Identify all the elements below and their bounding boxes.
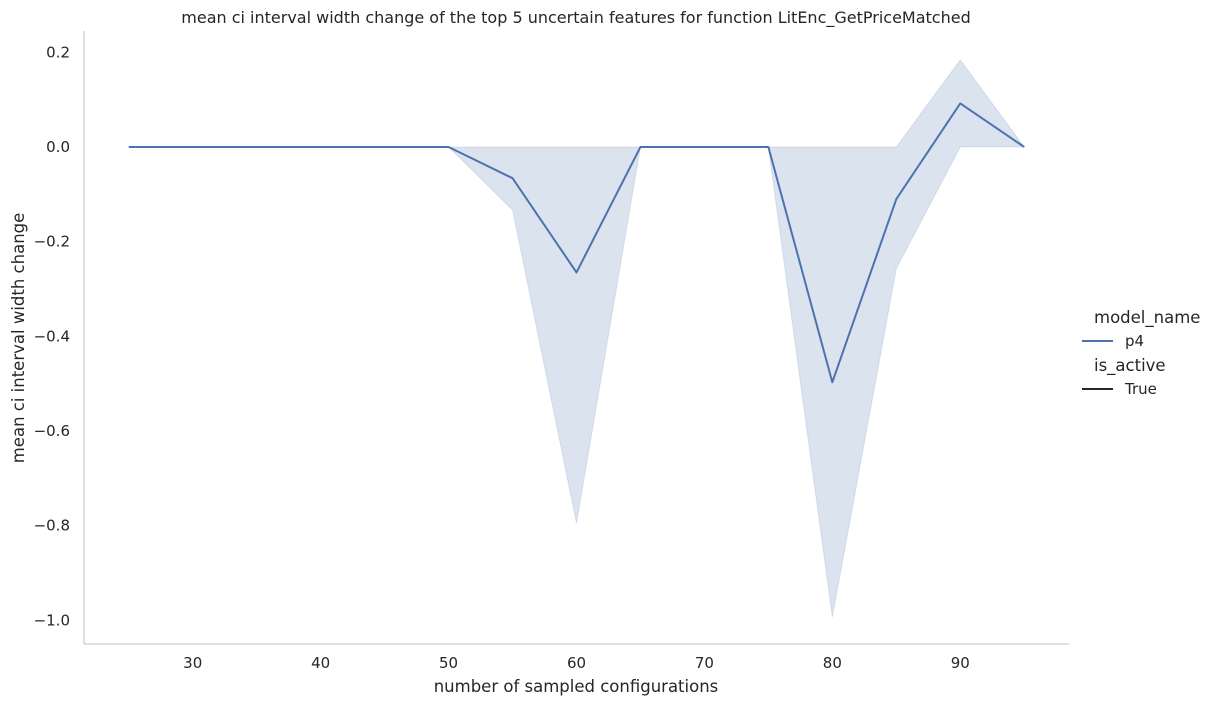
chart-title: mean ci interval width change of the top… xyxy=(181,8,970,28)
legend-label-p4: p4 xyxy=(1125,332,1144,350)
legend: model_name p4 is_active True xyxy=(1082,308,1200,398)
y-tick-label: 0.0 xyxy=(46,138,70,156)
x-tick-label: 30 xyxy=(183,654,202,672)
y-tick-label: −0.8 xyxy=(34,517,70,535)
x-tick-label: 60 xyxy=(567,654,586,672)
y-tick-label: −0.4 xyxy=(34,327,70,345)
x-ticks: 30 40 50 60 70 80 90 xyxy=(183,654,970,672)
x-tick-label: 50 xyxy=(439,654,458,672)
plot-area xyxy=(128,59,1026,618)
legend-hue-title: model_name xyxy=(1094,308,1200,328)
legend-label-true: True xyxy=(1124,380,1157,398)
y-axis-label: mean ci interval width change xyxy=(9,213,28,464)
x-tick-label: 40 xyxy=(311,654,330,672)
x-tick-label: 80 xyxy=(823,654,842,672)
x-tick-label: 90 xyxy=(951,654,970,672)
legend-style-title: is_active xyxy=(1094,356,1166,376)
y-tick-label: −1.0 xyxy=(34,611,70,629)
y-ticks: 0.2 0.0 −0.2 −0.4 −0.6 −0.8 −1.0 xyxy=(34,43,70,629)
y-tick-label: 0.2 xyxy=(46,43,70,61)
x-axis-label: number of sampled configurations xyxy=(434,677,719,696)
y-tick-label: −0.6 xyxy=(34,422,70,440)
series-line-p4 xyxy=(128,102,1025,384)
x-tick-label: 70 xyxy=(695,654,714,672)
y-tick-label: −0.2 xyxy=(34,233,70,251)
confidence-band xyxy=(128,59,1026,618)
